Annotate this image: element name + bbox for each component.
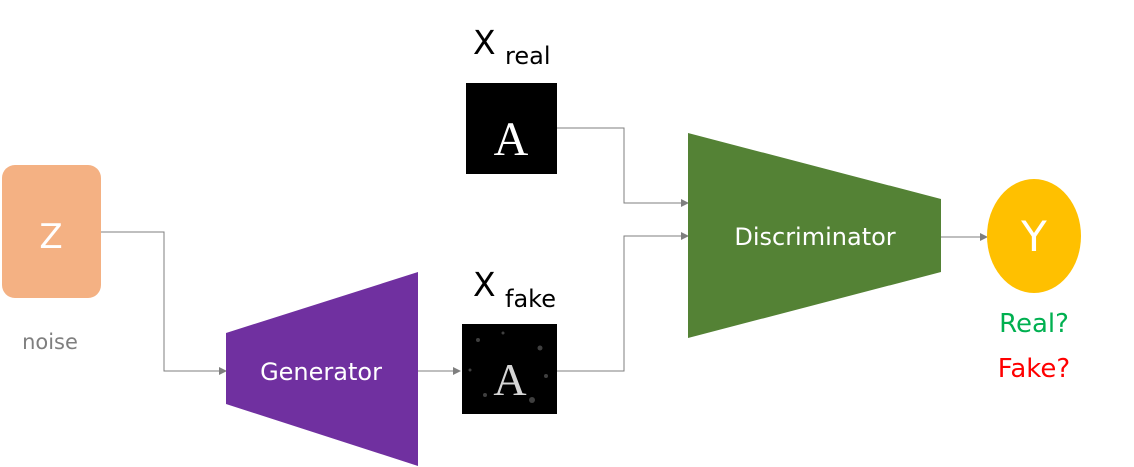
output-symbol: Y xyxy=(1020,212,1047,261)
real-image xyxy=(466,83,557,174)
fake-x-symbol: X xyxy=(473,265,496,304)
real-x-symbol: X xyxy=(473,23,496,62)
connector-fake-to-discriminator xyxy=(557,232,689,372)
discriminator-label: Discriminator xyxy=(734,223,895,251)
fake-subscript: fake xyxy=(505,285,556,313)
real-sample: X real A xyxy=(466,23,557,174)
fake-image-noise xyxy=(468,331,548,403)
noise-symbol: Z xyxy=(39,217,62,257)
fake-sample: X fake A xyxy=(462,265,557,414)
connector-real-to-discriminator xyxy=(557,127,689,207)
generator-block: Generator xyxy=(226,272,418,466)
noise-caption: noise xyxy=(22,330,78,354)
discriminator-block: Discriminator xyxy=(688,133,941,338)
fake-image-glyph: A xyxy=(493,354,526,405)
discriminator-shape xyxy=(688,133,941,338)
noise-block: Z xyxy=(2,165,101,298)
real-x-label: X xyxy=(473,23,496,62)
output-ellipse xyxy=(987,179,1081,293)
generator-shape xyxy=(226,272,418,466)
output-block: Y xyxy=(987,179,1081,293)
output-question-real: Real? xyxy=(999,309,1069,339)
real-image-glyph: A xyxy=(494,113,529,166)
connector-noise-to-generator xyxy=(101,231,227,375)
real-subscript: real xyxy=(505,42,550,70)
output-question-fake: Fake? xyxy=(998,354,1070,384)
noise-box xyxy=(2,165,101,298)
generator-label: Generator xyxy=(260,358,382,386)
connectors xyxy=(101,127,988,375)
fake-x-label: X xyxy=(473,265,496,304)
